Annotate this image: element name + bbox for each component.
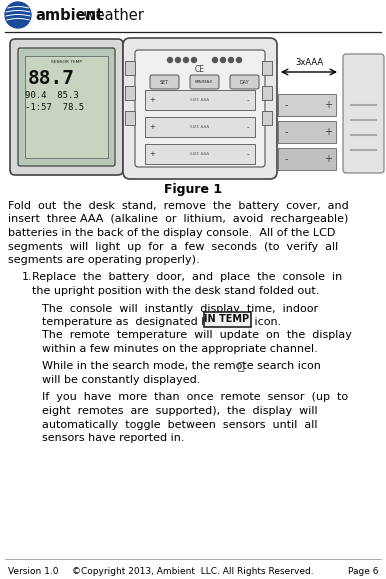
Text: +: + [324, 100, 332, 110]
Text: automatically  toggle  between  sensors  until  all: automatically toggle between sensors unt… [42, 420, 318, 430]
Text: -: - [284, 154, 288, 164]
Circle shape [183, 57, 188, 63]
Circle shape [237, 57, 242, 63]
Text: -: - [284, 100, 288, 110]
Text: 88.7: 88.7 [28, 68, 75, 87]
Bar [278, 94, 336, 116]
Circle shape [220, 57, 225, 63]
Text: will be constantly displayed.: will be constantly displayed. [42, 375, 200, 385]
Text: Figure 1: Figure 1 [164, 183, 222, 196]
Text: weather: weather [79, 8, 144, 23]
Text: 🛰: 🛰 [238, 362, 245, 372]
FancyBboxPatch shape [190, 75, 219, 89]
Text: -1:57  78.5: -1:57 78.5 [25, 104, 84, 112]
Bar [125, 61, 135, 75]
Text: -: - [247, 151, 249, 157]
Text: The  console  will  instantly  display  time,  indoor: The console will instantly display time,… [42, 303, 318, 313]
Text: IN TEMP: IN TEMP [205, 314, 250, 324]
Circle shape [213, 57, 217, 63]
Circle shape [229, 57, 234, 63]
Text: DAY: DAY [239, 79, 249, 85]
Text: SIZE AAA: SIZE AAA [190, 125, 210, 129]
Text: CE: CE [195, 65, 205, 75]
Text: Version 1.0: Version 1.0 [8, 567, 59, 576]
Bar [262, 61, 272, 75]
Text: Replace  the  battery  door,  and  place  the  console  in: Replace the battery door, and place the … [32, 273, 342, 283]
Circle shape [168, 57, 173, 63]
Circle shape [5, 2, 31, 28]
Text: temperature as  designated by the: temperature as designated by the [42, 317, 237, 327]
Text: If  you  have  more  than  once  remote  sensor  (up  to: If you have more than once remote sensor… [42, 393, 348, 402]
Text: segments  will  light  up  for  a  few  seconds  (to  verify  all: segments will light up for a few seconds… [8, 241, 338, 251]
Text: -: - [284, 127, 288, 137]
Text: batteries in the back of the display console.  All of the LCD: batteries in the back of the display con… [8, 228, 335, 238]
Text: SIZE AAA: SIZE AAA [190, 152, 210, 156]
Text: segments are operating properly).: segments are operating properly). [8, 255, 200, 265]
Bar [262, 111, 272, 125]
Text: 1.: 1. [22, 273, 33, 283]
Text: While in the search mode, the remote search icon: While in the search mode, the remote sea… [42, 361, 321, 372]
Text: insert  three AAA  (alkaline  or  lithium,  avoid  rechargeable): insert three AAA (alkaline or lithium, a… [8, 214, 349, 225]
Text: 90.4  85.3: 90.4 85.3 [25, 91, 79, 101]
Text: ©Copyright 2013, Ambient  LLC. All Rights Reserved.: ©Copyright 2013, Ambient LLC. All Rights… [72, 567, 314, 576]
Text: +: + [324, 154, 332, 164]
Bar [145, 117, 255, 137]
FancyBboxPatch shape [135, 50, 265, 167]
Bar [125, 111, 135, 125]
FancyBboxPatch shape [150, 75, 179, 89]
FancyBboxPatch shape [343, 54, 384, 173]
Circle shape [191, 57, 196, 63]
Bar [278, 121, 336, 143]
Text: ambient: ambient [35, 8, 103, 23]
Text: 3xAAA: 3xAAA [295, 58, 323, 67]
Bar [25, 56, 108, 158]
Text: MIN/MAX: MIN/MAX [195, 80, 213, 84]
Bar [145, 144, 255, 164]
Bar [125, 86, 135, 100]
Bar [278, 148, 336, 170]
FancyBboxPatch shape [203, 312, 251, 327]
Circle shape [176, 57, 181, 63]
Text: Fold  out  the  desk  stand,  remove  the  battery  cover,  and: Fold out the desk stand, remove the batt… [8, 201, 349, 211]
Text: SIZE AAA: SIZE AAA [190, 98, 210, 102]
FancyBboxPatch shape [10, 39, 123, 175]
Text: +: + [324, 127, 332, 137]
Text: SET: SET [159, 79, 169, 85]
Bar [145, 90, 255, 110]
Text: icon.: icon. [251, 317, 281, 327]
Text: +: + [149, 97, 155, 103]
Text: +: + [149, 151, 155, 157]
Text: sensors have reported in.: sensors have reported in. [42, 433, 185, 443]
Text: The  remote  temperature  will  update  on  the  display: The remote temperature will update on th… [42, 331, 352, 340]
Text: SENSOR TEMP: SENSOR TEMP [51, 60, 82, 64]
Text: -: - [247, 97, 249, 103]
FancyBboxPatch shape [123, 38, 277, 179]
FancyBboxPatch shape [18, 48, 115, 166]
Text: Page 6: Page 6 [347, 567, 378, 576]
Text: within a few minutes on the appropriate channel.: within a few minutes on the appropriate … [42, 344, 318, 354]
Text: -: - [247, 124, 249, 130]
Text: the upright position with the desk stand folded out.: the upright position with the desk stand… [32, 286, 319, 296]
FancyBboxPatch shape [230, 75, 259, 89]
Text: +: + [149, 124, 155, 130]
Text: eight  remotes  are  supported),  the  display  will: eight remotes are supported), the displa… [42, 406, 318, 416]
Bar [262, 86, 272, 100]
